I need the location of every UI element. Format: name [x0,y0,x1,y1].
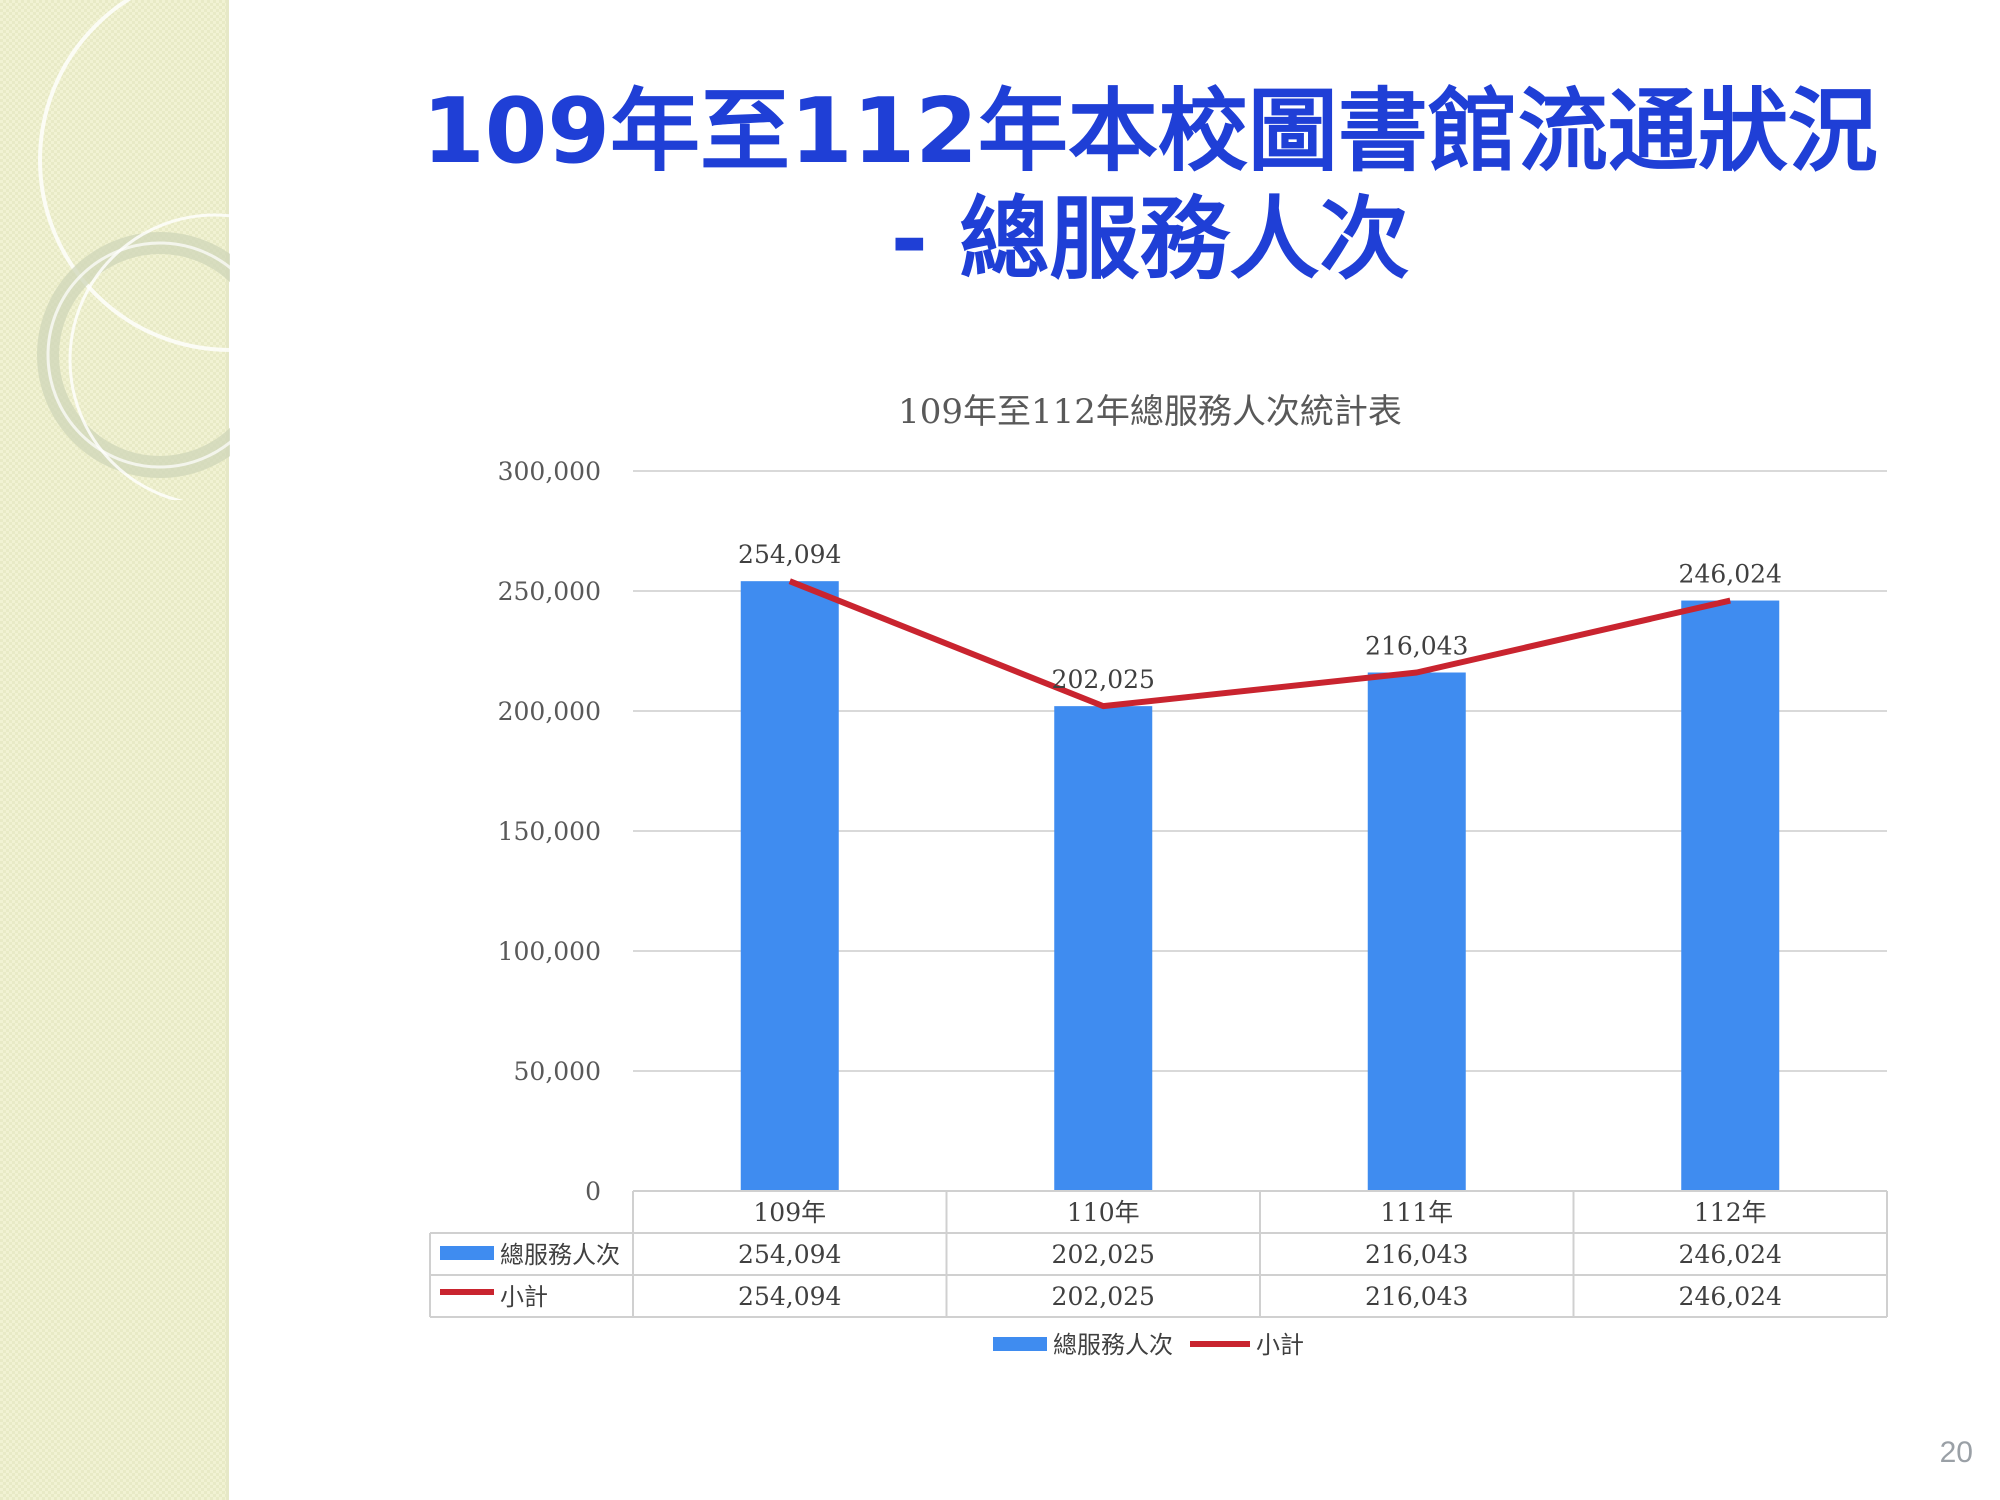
y-tick-label: 100,000 [498,937,601,966]
table-cell: 216,043 [1365,1240,1468,1269]
table-cell: 246,024 [1679,1282,1782,1311]
table-cell: 254,094 [738,1240,841,1269]
table-row-header: 小計 [500,1283,548,1311]
bar [1681,600,1780,1191]
y-tick-label: 150,000 [498,817,601,846]
legend-label: 總服務人次 [1053,1331,1173,1359]
data-label: 254,094 [738,540,841,569]
bar [1367,672,1466,1191]
x-category-label: 110年 [1067,1198,1140,1227]
y-tick-label: 300,000 [498,457,601,486]
slide-title: 109年至112年本校圖書館流通狀況 - 總服務人次 [300,78,2000,294]
chart-title: 109年至112年總服務人次統計表 [898,392,1402,432]
legend-label: 小計 [1256,1331,1304,1359]
y-tick-label: 250,000 [498,577,601,606]
table-cell: 202,025 [1052,1240,1155,1269]
table-cell: 202,025 [1052,1282,1155,1311]
y-tick-label: 200,000 [498,697,601,726]
x-category-label: 109年 [753,1198,826,1227]
x-category-label: 111年 [1380,1198,1453,1227]
slide-title-line-1: 109年至112年本校圖書館流通狀況 [422,79,1878,184]
slide-title-line-2: - 總服務人次 [890,187,1410,292]
page-number: 20 [1939,1436,1973,1469]
legend-key-bar [993,1337,1047,1351]
data-label: 216,043 [1365,631,1468,660]
y-tick-label: 0 [585,1177,601,1206]
y-tick-label: 50,000 [514,1057,601,1086]
table-legend-key-bar [440,1246,494,1260]
series-line [788,578,1731,710]
bar [1054,706,1153,1191]
data-label: 202,025 [1052,665,1155,694]
decorative-rings [37,0,230,500]
table-row-header: 總服務人次 [500,1241,620,1269]
table-cell: 246,024 [1679,1240,1782,1269]
data-label: 246,024 [1679,560,1782,589]
bar [740,581,839,1191]
table-cell: 254,094 [738,1282,841,1311]
x-category-label: 112年 [1694,1198,1767,1227]
table-cell: 216,043 [1365,1282,1468,1311]
